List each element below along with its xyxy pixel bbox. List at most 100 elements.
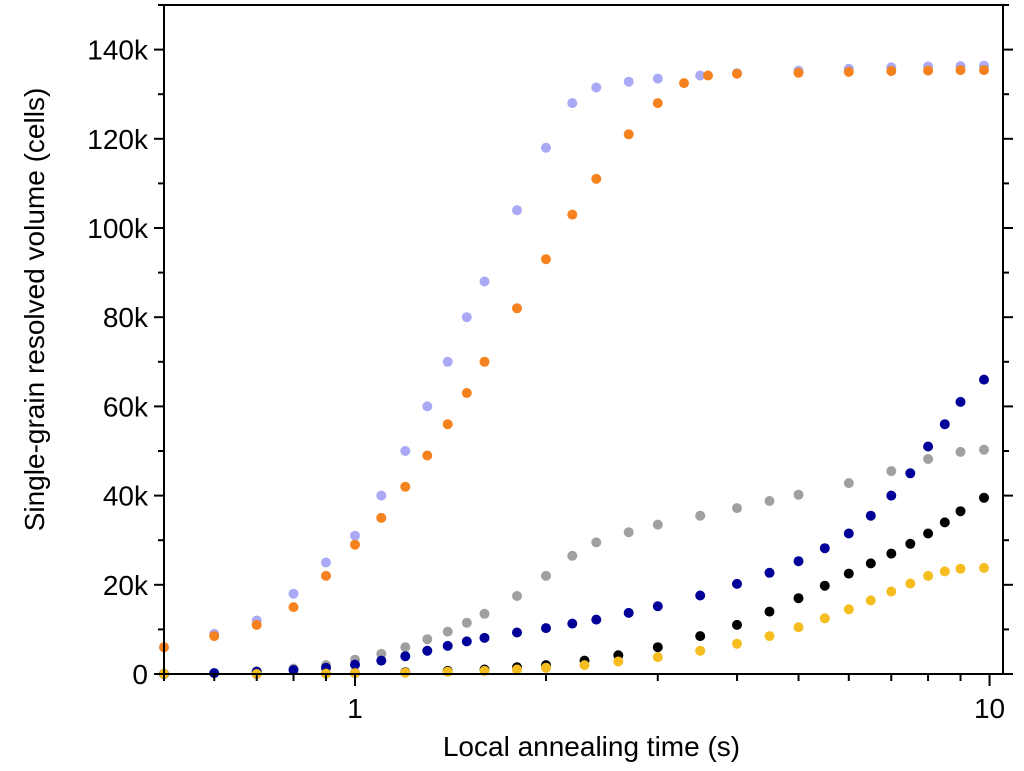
series-4 <box>159 374 989 679</box>
data-point <box>613 656 624 667</box>
data-point <box>461 388 472 398</box>
data-point <box>819 580 830 591</box>
data-point <box>955 396 966 407</box>
data-point <box>886 466 897 477</box>
data-point <box>843 66 854 77</box>
data-point <box>541 623 551 634</box>
data-point <box>843 478 854 489</box>
data-point <box>479 608 490 619</box>
data-point <box>939 419 950 430</box>
data-point <box>923 65 934 76</box>
data-point <box>843 604 854 615</box>
data-point <box>793 67 804 78</box>
data-point <box>422 645 433 656</box>
data-point <box>321 570 331 581</box>
data-point <box>764 631 775 642</box>
data-point <box>541 570 551 581</box>
data-point <box>422 450 433 461</box>
data-point <box>732 619 742 630</box>
y-axis: 0 20k 40k 60k 80k 100k 120k 140k <box>87 4 1013 690</box>
data-point <box>819 543 830 554</box>
data-point <box>567 618 578 629</box>
data-point <box>579 660 590 671</box>
data-point <box>567 98 578 109</box>
data-point <box>442 356 453 367</box>
data-point <box>512 303 522 314</box>
data-point <box>541 142 551 153</box>
data-point <box>541 254 551 265</box>
data-point <box>652 601 663 612</box>
data-point <box>461 312 472 323</box>
data-point <box>512 664 522 675</box>
data-point <box>591 537 602 548</box>
data-point <box>979 492 989 503</box>
data-point <box>623 527 634 538</box>
data-point <box>793 593 804 604</box>
data-point <box>400 481 411 492</box>
data-point <box>400 642 411 653</box>
data-point <box>512 205 522 216</box>
data-point <box>591 614 602 625</box>
data-point <box>376 512 387 523</box>
data-point <box>652 73 663 84</box>
data-point <box>764 496 775 506</box>
data-point <box>288 665 299 675</box>
data-point <box>939 566 950 577</box>
data-point <box>422 401 433 412</box>
data-point <box>732 503 742 514</box>
data-points <box>159 60 989 679</box>
data-point <box>591 173 602 184</box>
data-point <box>479 276 490 287</box>
data-point <box>695 590 706 601</box>
data-point <box>461 636 472 647</box>
data-point <box>288 588 299 599</box>
data-point <box>422 634 433 645</box>
data-point <box>732 638 742 649</box>
data-point <box>461 617 472 628</box>
data-point <box>695 510 706 521</box>
y-tick-label: 140k <box>87 35 149 66</box>
data-point <box>567 550 578 561</box>
y-tick-label: 100k <box>87 213 149 244</box>
series-5 <box>159 492 989 679</box>
data-point <box>442 626 453 637</box>
data-point <box>652 642 663 653</box>
data-point <box>442 640 453 651</box>
data-point <box>979 65 989 76</box>
y-axis-title: Single-grain resolved volume (cells) <box>19 88 50 532</box>
data-point <box>623 76 634 87</box>
data-point <box>732 68 742 79</box>
data-point <box>793 489 804 500</box>
data-point <box>905 468 916 479</box>
data-point <box>442 666 453 677</box>
x-tick-label: 10 <box>974 693 1005 724</box>
data-point <box>819 613 830 624</box>
data-point <box>350 659 360 670</box>
data-point <box>350 530 360 541</box>
y-tick-label: 0 <box>132 659 148 690</box>
y-tick-label: 60k <box>103 391 149 422</box>
data-point <box>955 65 966 76</box>
data-point <box>923 441 934 452</box>
data-point <box>251 619 262 630</box>
series-2 <box>159 65 989 653</box>
data-point <box>923 570 934 581</box>
data-point <box>652 519 663 530</box>
data-point <box>695 70 706 81</box>
data-point <box>793 556 804 567</box>
plot-area-frame <box>163 4 1004 675</box>
data-point <box>886 548 897 559</box>
data-point <box>321 557 331 568</box>
data-point <box>764 606 775 617</box>
data-point <box>979 444 989 455</box>
data-point <box>865 510 876 521</box>
data-point <box>955 506 966 517</box>
data-point <box>703 70 713 81</box>
y-tick-label: 120k <box>87 124 149 155</box>
data-point <box>886 66 897 76</box>
data-point <box>886 586 897 597</box>
data-point <box>979 562 989 573</box>
y-tick-label: 80k <box>103 302 149 333</box>
data-point <box>209 631 220 642</box>
